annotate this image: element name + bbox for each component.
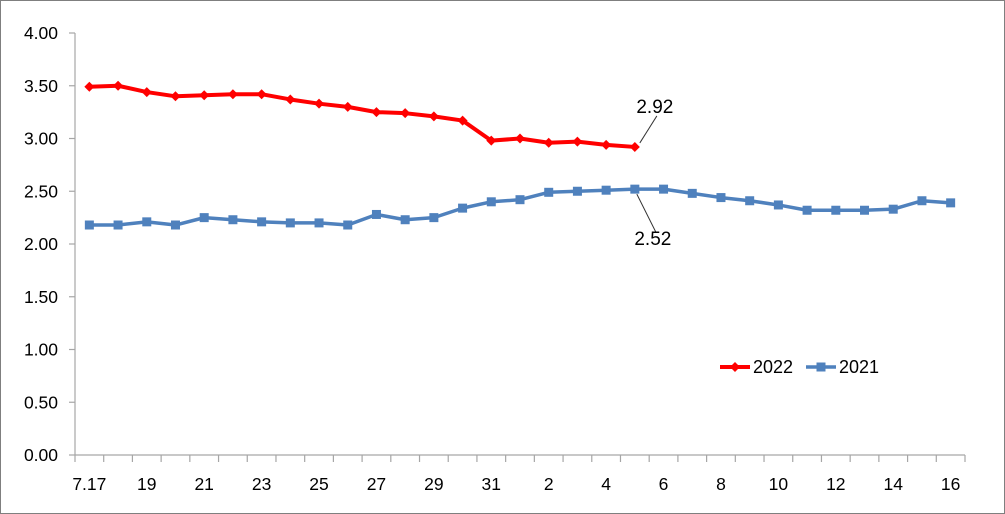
annotation-leader-line <box>636 193 657 233</box>
series-2021-marker <box>687 188 697 198</box>
series-2022-marker <box>84 81 95 92</box>
series-2021-marker <box>946 198 956 208</box>
x-tick-label: 4 <box>601 474 611 494</box>
series-2021-marker <box>860 205 870 215</box>
y-tick-label: 1.50 <box>24 287 58 307</box>
series-2022-marker <box>314 98 325 109</box>
series-2021-marker <box>745 196 755 206</box>
series-2022-marker <box>572 136 583 147</box>
y-tick-label: 3.50 <box>24 76 58 96</box>
series-2021-marker <box>199 213 209 223</box>
series-2022-marker <box>285 94 296 105</box>
series-2021-marker <box>831 205 841 215</box>
y-tick-label: 4.00 <box>24 23 58 43</box>
series-2021-marker <box>802 205 812 215</box>
y-tick-label: 2.50 <box>24 181 58 201</box>
y-tick-label: 2.00 <box>24 234 58 254</box>
x-tick-label: 25 <box>309 474 328 494</box>
series-2022-marker <box>170 91 181 102</box>
legend-2022-label: 2022 <box>753 357 793 377</box>
x-tick-label: 6 <box>659 474 669 494</box>
legend-2021-marker <box>816 362 826 372</box>
series-2021-marker <box>371 209 381 219</box>
x-tick-label: 7.17 <box>72 474 106 494</box>
series-2021-marker <box>572 186 582 196</box>
series-2021-marker <box>113 220 123 230</box>
y-tick-label: 1.00 <box>24 340 58 360</box>
x-tick-label: 31 <box>482 474 501 494</box>
series-2021-marker <box>285 218 295 228</box>
x-tick-label: 16 <box>941 474 960 494</box>
x-tick-label: 21 <box>194 474 213 494</box>
legend-2021-label: 2021 <box>839 357 879 377</box>
series-2021-marker <box>486 197 496 207</box>
series-2021-marker <box>544 187 554 197</box>
annotation-leader-line <box>639 115 658 144</box>
series-2022-marker <box>543 137 554 148</box>
series-2021-marker <box>630 184 640 194</box>
series-2021-marker <box>314 218 324 228</box>
y-tick-label: 0.50 <box>24 392 58 412</box>
series-2021-marker <box>343 220 353 230</box>
series-2022-marker <box>428 111 439 122</box>
x-tick-label: 27 <box>367 474 386 494</box>
series-2021-marker <box>458 203 468 213</box>
x-tick-label: 29 <box>424 474 443 494</box>
series-2021-marker <box>400 215 410 225</box>
legend-2022-marker <box>730 362 740 372</box>
series-2022-marker <box>227 89 238 100</box>
series-2021-marker <box>773 200 783 210</box>
series-2021-marker <box>170 220 180 230</box>
series-2021-marker <box>142 217 152 227</box>
series-2022-marker <box>342 101 353 112</box>
series-2022-marker <box>601 139 612 150</box>
annotation-label: 2.92 <box>636 97 673 118</box>
series-2022-marker <box>199 90 210 101</box>
series-2022-marker <box>515 133 525 144</box>
series-2021-marker <box>515 195 525 205</box>
series-2022-marker <box>371 107 382 118</box>
x-tick-label: 23 <box>252 474 271 494</box>
x-tick-label: 10 <box>769 474 789 494</box>
series-2022-marker <box>400 108 411 119</box>
x-tick-label: 14 <box>883 474 903 494</box>
series-2022-marker <box>113 80 124 91</box>
series-2022-line <box>87 83 637 149</box>
y-tick-label: 0.00 <box>24 445 58 465</box>
series-2022-marker <box>629 141 640 152</box>
series-2021-marker <box>84 220 94 230</box>
series-2021-marker <box>716 193 726 203</box>
series-2022-marker <box>256 89 267 100</box>
annotation-label: 2.52 <box>634 229 671 250</box>
series-2022-marker <box>486 135 497 146</box>
series-2021-marker <box>228 215 238 225</box>
series-2021-line <box>87 187 953 227</box>
x-tick-label: 12 <box>826 474 845 494</box>
series-2021-marker <box>257 217 267 227</box>
x-tick-label: 19 <box>137 474 156 494</box>
series-2022-marker <box>141 87 152 98</box>
y-tick-label: 3.00 <box>24 129 58 149</box>
series-2021-marker <box>601 185 611 195</box>
series-2022-marker <box>457 115 468 126</box>
x-tick-label: 8 <box>716 474 726 494</box>
series-2021-marker <box>888 204 898 214</box>
series-2021-marker <box>659 184 669 194</box>
x-tick-label: 2 <box>544 474 554 494</box>
series-2021-marker <box>429 213 439 223</box>
series-2021-marker <box>917 196 927 206</box>
